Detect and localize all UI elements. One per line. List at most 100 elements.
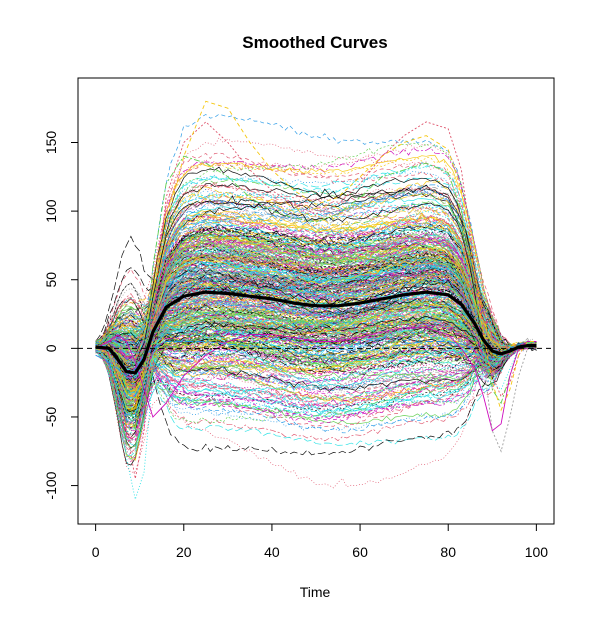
background-curve xyxy=(95,261,537,379)
background-curve xyxy=(95,341,537,489)
background-curve xyxy=(95,343,537,413)
background-curve xyxy=(95,215,537,376)
background-curve xyxy=(95,344,537,463)
background-curve xyxy=(95,316,537,357)
background-curve xyxy=(95,342,537,424)
background-curve xyxy=(95,333,537,373)
background-curve xyxy=(95,271,537,362)
background-curve xyxy=(95,242,537,386)
background-curve xyxy=(95,225,537,351)
background-curve xyxy=(95,164,537,371)
background-curve xyxy=(95,285,537,403)
background-curve xyxy=(95,250,537,368)
background-curve xyxy=(95,339,537,371)
background-curve xyxy=(95,175,537,360)
background-curve xyxy=(95,335,537,386)
background-curve xyxy=(95,331,537,456)
background-curve xyxy=(95,161,537,412)
x-tick-label: 40 xyxy=(264,544,280,560)
chart-title: Smoothed Curves xyxy=(242,33,387,52)
background-curve xyxy=(95,285,537,354)
background-curve xyxy=(95,292,537,394)
sample-curve xyxy=(95,320,537,453)
background-curve xyxy=(95,184,537,424)
y-tick-label: 100 xyxy=(43,199,59,223)
y-tick-label: 50 xyxy=(43,272,59,288)
mean-curve-layer xyxy=(95,290,537,375)
background-curve xyxy=(95,343,537,402)
background-curve xyxy=(95,253,537,404)
background-curve xyxy=(95,235,537,372)
background-curve xyxy=(95,331,537,402)
background-curve xyxy=(95,212,537,350)
background-curve xyxy=(95,341,537,381)
y-tick-label: -100 xyxy=(43,471,59,499)
background-curve xyxy=(95,266,537,386)
background-curve xyxy=(95,231,537,350)
background-curve xyxy=(95,342,537,368)
background-curve xyxy=(95,321,537,384)
x-tick-label: 60 xyxy=(352,544,368,560)
background-curve xyxy=(95,143,537,354)
background-curve xyxy=(95,264,537,416)
background-curve xyxy=(95,344,537,422)
background-curve xyxy=(95,337,537,375)
background-curve xyxy=(95,321,537,362)
background-curve xyxy=(95,297,537,360)
background-curve xyxy=(95,311,537,378)
background-curve xyxy=(95,297,537,392)
background-curve xyxy=(95,226,537,380)
y-tick-label: 0 xyxy=(43,344,59,352)
background-curve xyxy=(95,227,537,386)
background-curve xyxy=(95,343,537,395)
background-curve xyxy=(95,193,537,397)
background-curve xyxy=(95,342,537,446)
background-curve xyxy=(95,344,537,441)
background-curve xyxy=(95,312,537,383)
background-curve xyxy=(95,192,537,380)
background-curve xyxy=(95,220,537,359)
background-curve xyxy=(95,263,537,364)
background-curve xyxy=(95,327,537,387)
x-axis: 0 20 40 60 80 100 xyxy=(92,523,549,560)
background-curve xyxy=(95,282,537,350)
background-curve xyxy=(95,186,537,362)
background-curve xyxy=(95,324,537,381)
background-curve xyxy=(95,147,537,370)
background-curve xyxy=(95,237,537,368)
background-curve xyxy=(95,338,537,399)
background-curve xyxy=(95,257,537,391)
background-curve xyxy=(95,341,537,425)
background-curve xyxy=(95,278,537,405)
background-curve xyxy=(95,256,537,359)
background-curve xyxy=(95,338,537,365)
background-curve xyxy=(95,186,537,366)
background-curve xyxy=(95,345,537,431)
background-curve xyxy=(95,324,537,366)
background-curve xyxy=(95,229,537,399)
x-tick-label: 80 xyxy=(440,544,456,560)
background-curve xyxy=(95,198,537,412)
background-curve xyxy=(95,252,537,388)
background-curve xyxy=(95,342,537,391)
background-curve xyxy=(95,320,537,442)
background-curve xyxy=(95,277,537,362)
background-curve xyxy=(95,232,537,363)
background-curve xyxy=(95,332,537,430)
curves-layer xyxy=(95,100,537,502)
background-curve xyxy=(95,256,537,359)
background-curve xyxy=(95,178,537,367)
background-curve xyxy=(95,285,537,358)
background-curve xyxy=(95,257,537,398)
background-curve xyxy=(95,234,537,423)
background-curve xyxy=(95,273,537,400)
background-curve xyxy=(95,200,537,365)
background-curve xyxy=(95,272,537,396)
x-tick-label: 100 xyxy=(525,544,549,560)
sample-curve xyxy=(95,341,537,377)
sample-curve xyxy=(95,100,537,412)
y-axis: -100 -50 0 50 100 150 xyxy=(43,131,79,500)
y-tick-label: -50 xyxy=(43,407,59,427)
background-curve xyxy=(95,341,537,409)
